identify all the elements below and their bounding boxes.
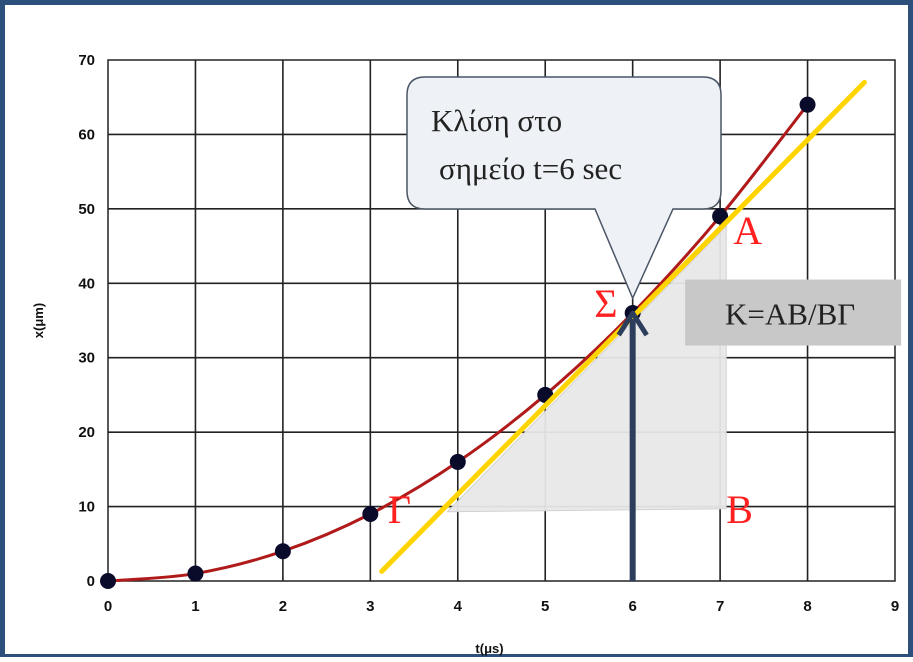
data-point (799, 96, 816, 113)
y-tick-label: 50 (78, 201, 95, 218)
x-tick-label: 2 (279, 598, 287, 615)
y-tick-label: 70 (78, 52, 95, 69)
y-tick-label: 20 (78, 424, 95, 441)
callout-line-2: σημείο t=6 sec (439, 151, 622, 186)
slope-triangle (446, 224, 727, 513)
point-label-a: A (733, 208, 762, 253)
point-label-b: B (726, 487, 753, 532)
y-tick-label: 30 (78, 350, 95, 367)
y-axis-label: x(μm) (31, 303, 46, 338)
x-axis-label: t(μs) (475, 641, 503, 656)
slope-triangle-layer (446, 224, 727, 513)
x-tick-label: 6 (628, 598, 636, 615)
arrow-layer (616, 310, 649, 581)
vertical-arrow-head (616, 310, 649, 337)
callout-bubble (406, 76, 722, 301)
callout-layer: Κλίση στο σημείο t=6 sec (406, 76, 722, 301)
series-line (107, 103, 809, 583)
x-tick-label: 8 (803, 598, 811, 615)
formula-box-layer: K=AB/BΓ (685, 279, 902, 346)
callout-line-1: Κλίση στο (431, 103, 562, 138)
x-tick-label: 4 (454, 598, 463, 615)
formula-box (685, 279, 902, 346)
formula-text: K=AB/BΓ (725, 297, 855, 332)
y-tick-label: 10 (78, 499, 95, 516)
x-tick-label: 5 (541, 598, 549, 615)
x-tick-label: 1 (191, 598, 199, 615)
data-point (712, 208, 729, 225)
x-tick-label: 7 (716, 598, 724, 615)
y-tick-label: 40 (78, 275, 95, 292)
data-point (187, 565, 204, 582)
data-point (362, 506, 379, 523)
tick-labels: 0 1 2 3 4 5 6 7 8 9 0 10 20 30 40 50 60 70 (78, 52, 899, 615)
data-point (449, 453, 466, 470)
x-tick-label: 0 (104, 598, 112, 615)
tangent-slope-chart: 0 1 2 3 4 5 6 7 8 9 0 10 20 30 40 50 60 70 t(μs) x(μm) K=… (31, 52, 902, 656)
point-label-gamma: Γ (388, 487, 411, 532)
y-tick-label: 60 (78, 126, 95, 143)
x-tick-label: 3 (366, 598, 374, 615)
x-tick-label: 9 (891, 598, 899, 615)
point-label-sigma: Σ (594, 281, 617, 326)
data-point (274, 543, 291, 560)
y-tick-label: 0 (87, 573, 95, 590)
data-point (100, 573, 116, 589)
